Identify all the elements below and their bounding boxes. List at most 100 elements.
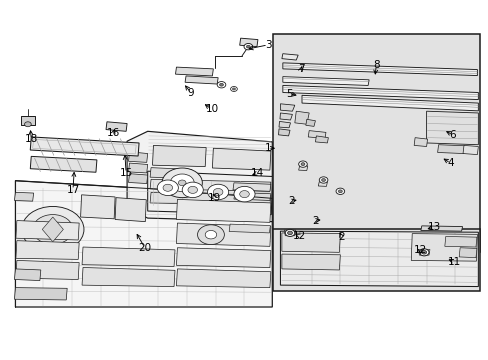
- Circle shape: [178, 180, 185, 186]
- Polygon shape: [315, 136, 328, 143]
- Polygon shape: [30, 137, 139, 156]
- Text: 12: 12: [292, 231, 305, 241]
- Polygon shape: [281, 54, 298, 60]
- Text: 14: 14: [251, 168, 264, 178]
- Polygon shape: [128, 174, 147, 184]
- Circle shape: [213, 189, 223, 195]
- Polygon shape: [282, 85, 477, 100]
- Bar: [273, 33, 479, 252]
- Circle shape: [187, 186, 197, 193]
- Polygon shape: [150, 192, 270, 206]
- Polygon shape: [284, 230, 295, 236]
- Circle shape: [233, 186, 255, 202]
- Polygon shape: [176, 223, 270, 246]
- Text: 17: 17: [66, 185, 80, 195]
- Polygon shape: [176, 269, 270, 288]
- Bar: [273, 229, 479, 291]
- Polygon shape: [128, 163, 147, 173]
- Polygon shape: [418, 249, 429, 255]
- Polygon shape: [150, 168, 191, 178]
- Polygon shape: [233, 192, 270, 201]
- Circle shape: [301, 163, 304, 166]
- Text: 15: 15: [119, 168, 132, 178]
- Polygon shape: [282, 63, 476, 76]
- Polygon shape: [278, 129, 289, 136]
- Circle shape: [33, 215, 73, 244]
- Polygon shape: [458, 248, 476, 258]
- Circle shape: [319, 177, 327, 183]
- Polygon shape: [128, 152, 147, 162]
- Circle shape: [197, 225, 224, 244]
- Circle shape: [338, 190, 342, 193]
- Circle shape: [230, 86, 237, 91]
- Text: 19: 19: [208, 193, 221, 203]
- Circle shape: [239, 190, 249, 198]
- Polygon shape: [318, 182, 327, 186]
- Circle shape: [321, 179, 325, 181]
- Polygon shape: [115, 198, 146, 222]
- Text: 1: 1: [264, 143, 271, 153]
- Text: 13: 13: [427, 221, 440, 231]
- Polygon shape: [280, 104, 294, 111]
- Text: 8: 8: [372, 60, 379, 70]
- Polygon shape: [81, 195, 115, 219]
- Text: 5: 5: [285, 89, 292, 99]
- Circle shape: [163, 184, 172, 191]
- Circle shape: [182, 182, 203, 198]
- Text: 10: 10: [205, 104, 218, 114]
- Polygon shape: [176, 199, 270, 222]
- Polygon shape: [16, 241, 79, 259]
- Circle shape: [335, 188, 344, 194]
- Circle shape: [232, 88, 235, 90]
- Polygon shape: [147, 171, 272, 215]
- Polygon shape: [15, 269, 41, 280]
- Circle shape: [42, 222, 63, 237]
- Polygon shape: [82, 247, 175, 266]
- Polygon shape: [16, 260, 79, 279]
- Text: 6: 6: [449, 130, 455, 140]
- Polygon shape: [281, 254, 340, 270]
- Polygon shape: [184, 76, 218, 84]
- Polygon shape: [30, 156, 97, 172]
- Polygon shape: [15, 288, 67, 300]
- Text: 11: 11: [447, 257, 460, 267]
- Circle shape: [421, 251, 426, 254]
- Circle shape: [21, 207, 84, 252]
- Circle shape: [162, 168, 202, 198]
- Polygon shape: [176, 248, 270, 267]
- Text: 2: 2: [338, 232, 345, 242]
- Polygon shape: [282, 77, 368, 85]
- Polygon shape: [462, 145, 477, 154]
- Polygon shape: [15, 192, 34, 201]
- Polygon shape: [420, 226, 462, 231]
- Circle shape: [419, 249, 428, 256]
- Circle shape: [24, 122, 31, 127]
- Polygon shape: [127, 131, 272, 222]
- Polygon shape: [229, 224, 270, 233]
- Polygon shape: [150, 179, 270, 191]
- Circle shape: [170, 174, 194, 192]
- Polygon shape: [298, 166, 307, 171]
- Polygon shape: [82, 267, 175, 287]
- Circle shape: [217, 82, 225, 88]
- Circle shape: [205, 230, 216, 239]
- Polygon shape: [413, 138, 427, 147]
- Circle shape: [246, 45, 250, 48]
- Text: 2: 2: [311, 216, 318, 226]
- Polygon shape: [305, 119, 315, 126]
- Text: 12: 12: [413, 245, 426, 255]
- Polygon shape: [302, 95, 477, 111]
- Polygon shape: [307, 131, 325, 138]
- Text: 2: 2: [287, 196, 294, 206]
- Polygon shape: [16, 181, 272, 307]
- Polygon shape: [294, 111, 308, 124]
- Polygon shape: [279, 121, 290, 128]
- Bar: [20, 116, 35, 125]
- Circle shape: [157, 180, 178, 195]
- Circle shape: [219, 83, 223, 86]
- Circle shape: [207, 184, 228, 200]
- Text: 7: 7: [297, 64, 304, 74]
- Polygon shape: [175, 67, 213, 76]
- Polygon shape: [16, 221, 79, 240]
- Polygon shape: [410, 234, 476, 261]
